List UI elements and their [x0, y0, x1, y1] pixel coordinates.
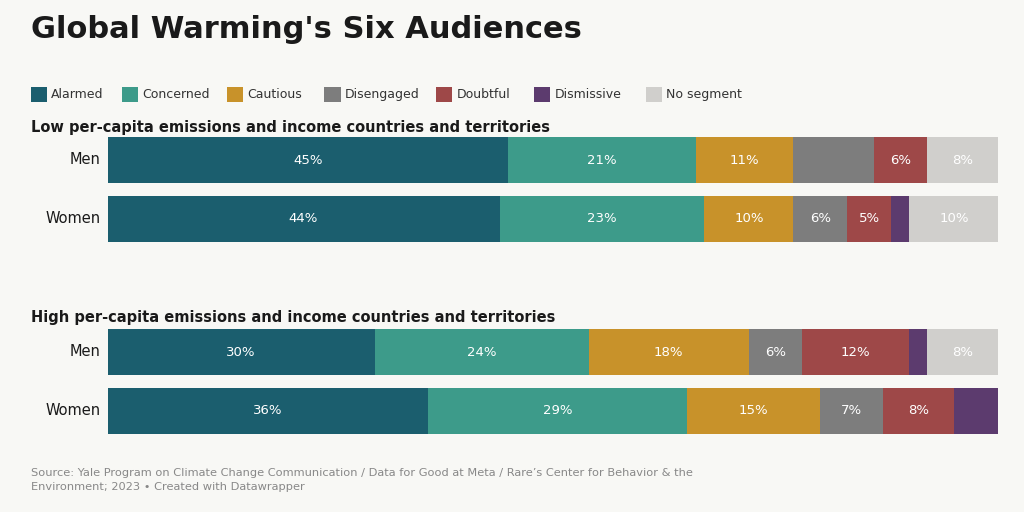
Bar	[883, 388, 954, 434]
Bar	[954, 388, 998, 434]
Text: 8%: 8%	[952, 154, 973, 166]
Text: 6%: 6%	[765, 346, 786, 358]
Bar	[803, 329, 909, 375]
Text: 5%: 5%	[859, 212, 880, 225]
Text: 12%: 12%	[841, 346, 870, 358]
Bar	[108, 388, 428, 434]
Bar	[873, 137, 927, 183]
Text: 44%: 44%	[289, 212, 318, 225]
Text: 15%: 15%	[738, 404, 768, 417]
Text: 23%: 23%	[587, 212, 616, 225]
Bar	[705, 196, 794, 242]
Text: Alarmed: Alarmed	[51, 88, 103, 101]
Bar	[909, 196, 998, 242]
Text: 21%: 21%	[587, 154, 616, 166]
Text: Cautious: Cautious	[247, 88, 302, 101]
Bar	[686, 388, 820, 434]
Text: 10%: 10%	[734, 212, 764, 225]
Text: 18%: 18%	[654, 346, 684, 358]
Bar	[508, 137, 695, 183]
Bar	[794, 196, 847, 242]
Text: 7%: 7%	[841, 404, 862, 417]
Text: 30%: 30%	[226, 346, 256, 358]
Bar	[820, 388, 883, 434]
Bar	[428, 388, 686, 434]
Text: Women: Women	[45, 403, 100, 418]
Text: High per-capita emissions and income countries and territories: High per-capita emissions and income cou…	[31, 310, 555, 325]
Text: Doubtful: Doubtful	[457, 88, 510, 101]
Text: Dismissive: Dismissive	[554, 88, 622, 101]
Bar	[749, 329, 803, 375]
Text: 8%: 8%	[907, 404, 929, 417]
Text: No segment: No segment	[666, 88, 741, 101]
Bar	[927, 137, 998, 183]
Text: Men: Men	[70, 345, 100, 359]
Text: 29%: 29%	[543, 404, 572, 417]
Bar	[108, 329, 375, 375]
Bar	[500, 196, 705, 242]
Text: Women: Women	[45, 211, 100, 226]
Text: 45%: 45%	[293, 154, 323, 166]
Text: Disengaged: Disengaged	[345, 88, 420, 101]
Text: 36%: 36%	[253, 404, 283, 417]
Text: 24%: 24%	[467, 346, 497, 358]
Text: Concerned: Concerned	[142, 88, 210, 101]
Text: 10%: 10%	[939, 212, 969, 225]
Text: Global Warming's Six Audiences: Global Warming's Six Audiences	[31, 15, 582, 45]
Bar	[589, 329, 749, 375]
Text: Source: Yale Program on Climate Change Communication / Data for Good at Meta / R: Source: Yale Program on Climate Change C…	[31, 468, 692, 493]
Text: 6%: 6%	[890, 154, 911, 166]
Bar	[909, 329, 927, 375]
Bar	[375, 329, 589, 375]
Text: 6%: 6%	[810, 212, 830, 225]
Text: 11%: 11%	[730, 154, 760, 166]
Text: 8%: 8%	[952, 346, 973, 358]
Bar	[108, 196, 500, 242]
Bar	[847, 196, 892, 242]
Text: Low per-capita emissions and income countries and territories: Low per-capita emissions and income coun…	[31, 120, 550, 135]
Bar	[927, 329, 998, 375]
Text: Men: Men	[70, 153, 100, 167]
Bar	[892, 196, 909, 242]
Bar	[695, 137, 794, 183]
Bar	[794, 137, 873, 183]
Bar	[108, 137, 508, 183]
